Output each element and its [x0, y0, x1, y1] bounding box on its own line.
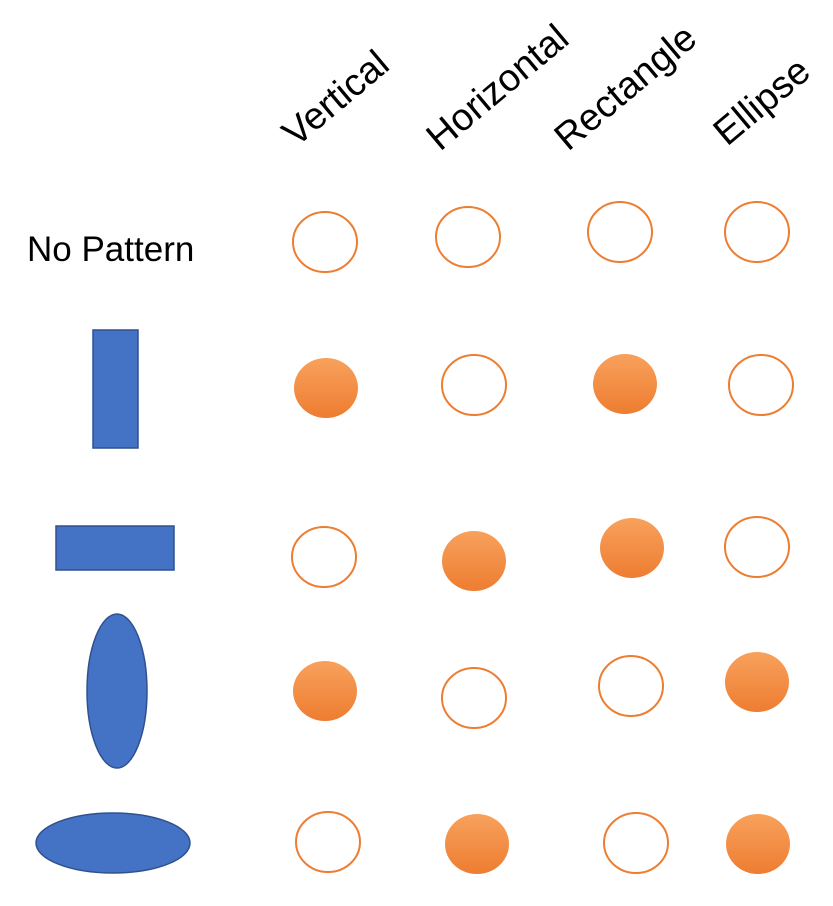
cell-row2-ellipse-empty: [728, 354, 794, 416]
pattern-vertical-ellipse-icon: [86, 613, 148, 769]
cell-row3-vertical-empty: [291, 526, 357, 588]
cell-row4-rectangle-empty: [598, 655, 664, 717]
pattern-horizontal-rectangle-icon: [55, 525, 175, 571]
cell-row2-vertical-filled: [294, 358, 358, 418]
cell-row4-vertical-filled: [293, 661, 357, 721]
pattern-horizontal-ellipse-icon: [35, 812, 191, 874]
cell-row5-vertical-empty: [295, 811, 361, 873]
column-header-rectangle: Rectangle: [547, 17, 705, 159]
cell-row2-horizontal-empty: [441, 354, 507, 416]
cell-row5-ellipse-filled: [726, 814, 790, 874]
column-header-vertical: Vertical: [275, 43, 397, 155]
cell-row3-horizontal-filled: [442, 531, 506, 591]
cell-row3-rectangle-filled: [600, 518, 664, 578]
cell-row5-rectangle-empty: [603, 812, 669, 874]
cell-row3-ellipse-empty: [724, 516, 790, 578]
pattern-vertical-rectangle-icon: [92, 329, 139, 449]
cell-row2-rectangle-filled: [593, 354, 657, 414]
cell-row1-ellipse-empty: [724, 201, 790, 263]
cell-row1-horizontal-empty: [435, 206, 501, 268]
cell-row1-vertical-empty: [292, 211, 358, 273]
column-header-ellipse: Ellipse: [706, 50, 819, 154]
cell-row5-horizontal-filled: [445, 814, 509, 874]
column-header-horizontal: Horizontal: [419, 17, 577, 159]
cell-row4-ellipse-filled: [725, 652, 789, 712]
cell-row1-rectangle-empty: [587, 201, 653, 263]
response-cells: [291, 201, 794, 874]
row-label-no-pattern: No Pattern: [27, 230, 194, 269]
cell-row4-horizontal-empty: [441, 667, 507, 729]
